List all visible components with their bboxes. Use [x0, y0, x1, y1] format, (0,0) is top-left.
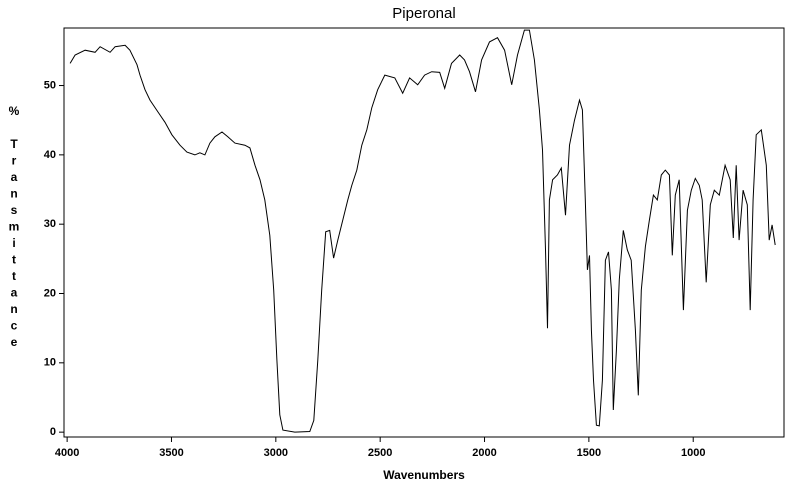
x-tick-label: 3000 — [264, 447, 288, 459]
y-tick-label: 10 — [44, 357, 56, 369]
x-tick-label: 1500 — [577, 447, 601, 459]
x-tick-label: 1000 — [681, 447, 705, 459]
plot-frame — [63, 27, 785, 438]
x-tick-label: 2500 — [368, 447, 392, 459]
x-tick-label: 3500 — [159, 447, 183, 459]
y-tick-label: 0 — [50, 426, 56, 438]
y-tick-label: 20 — [44, 287, 56, 299]
spectrum-line — [69, 29, 776, 433]
y-tick-label: 50 — [44, 79, 56, 91]
x-tick-label: 4000 — [55, 447, 79, 459]
y-tick-label: 40 — [44, 149, 56, 161]
chart-title: Piperonal — [392, 5, 455, 22]
x-tick-label: 2000 — [472, 447, 496, 459]
x-axis-title: Wavenumbers — [383, 468, 465, 482]
y-tick-label: 30 — [44, 218, 56, 230]
